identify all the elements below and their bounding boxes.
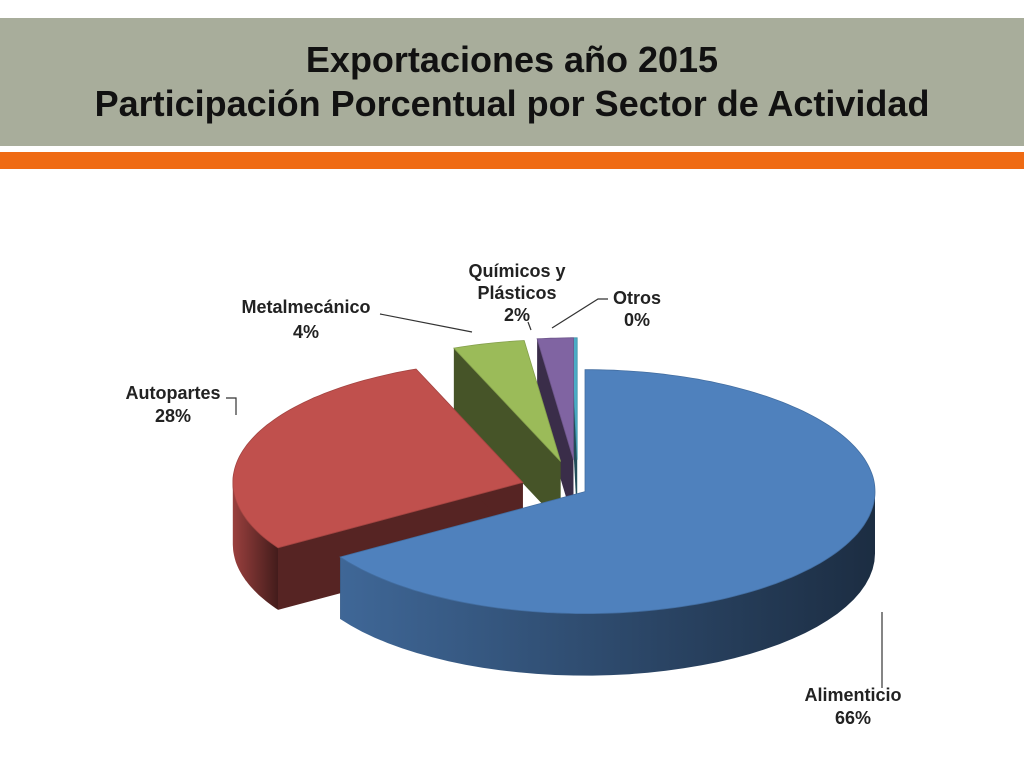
label-autopartes-name: Autopartes xyxy=(125,383,220,403)
title-divider xyxy=(0,146,1024,152)
slide-title-line-1: Exportaciones año 2015 xyxy=(305,39,719,80)
leader-line-autopartes xyxy=(226,397,237,415)
leader-line-quimicos xyxy=(527,321,532,331)
accent-bar xyxy=(0,152,1024,169)
label-alimenticio-pct: 66% xyxy=(835,708,871,728)
label-alimenticio-name: Alimenticio xyxy=(804,685,901,705)
slice-wall-metalmec-nico-0 xyxy=(453,348,561,524)
slide-title-line-2: Participación Porcentual por Sector de A… xyxy=(94,83,930,124)
slice-metalmec-nico xyxy=(452,340,561,462)
pie-slices xyxy=(232,337,876,676)
slice-side-alimenticio xyxy=(340,491,875,676)
leader-line-metalmecanico xyxy=(379,313,473,333)
label-otros-pct: 0% xyxy=(624,310,650,330)
label-autopartes-pct: 28% xyxy=(155,406,191,426)
slice-autopartes xyxy=(232,368,524,549)
slice-alimenticio xyxy=(339,369,876,614)
slice-side-autopartes xyxy=(232,482,278,610)
label-quimicos-name-1: Químicos y xyxy=(468,261,565,281)
label-metalmecanico-pct: 4% xyxy=(293,322,319,342)
title-band: Exportaciones año 2015 Participación Por… xyxy=(0,18,1024,146)
leader-line-otros xyxy=(551,298,608,329)
label-otros-name: Otros xyxy=(613,288,661,308)
label-quimicos-name-2: Plásticos xyxy=(477,283,556,303)
leader-lines xyxy=(226,298,883,688)
slice-qu-micos-y-pl-sticos xyxy=(536,337,574,460)
label-metalmecanico-name: Metalmecánico xyxy=(241,297,370,317)
label-quimicos-pct: 2% xyxy=(504,305,530,325)
slice-wall-qu-micos-y-pl-sticos-0 xyxy=(537,338,574,522)
